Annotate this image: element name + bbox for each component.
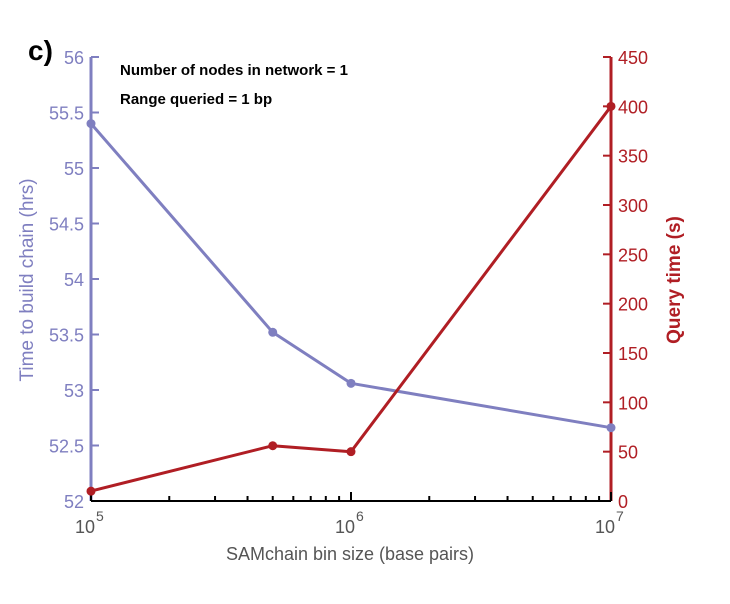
right-tick-label: 250 [618,245,648,265]
annotation-nodes: Number of nodes in network = 1 [120,62,348,79]
left-axis-label: Time to build chain (hrs) [17,178,38,381]
build-time-point [346,378,356,388]
build-time-point [606,423,616,433]
right-tick-label: 450 [618,48,648,68]
build-time-series-line [89,122,612,430]
left-tick-label: 54 [64,270,84,290]
build-time-point [268,327,278,337]
right-tick-label: 150 [618,344,648,364]
left-tick-label: 53.5 [49,326,84,346]
x-tick-base: 10 [75,517,95,537]
query-time-point [606,101,616,111]
left-tick-label: 53 [64,381,84,401]
right-tick-label: 100 [618,393,648,413]
right-tick-label: 350 [618,147,648,167]
right-tick-label: 0 [618,492,628,512]
left-tick-label: 54.5 [49,215,84,235]
left-tick-label: 55 [64,159,84,179]
x-tick-exp: 5 [96,508,104,524]
left-axis: 52 52.5 53 53.5 54 54.5 55 55.5 56 [49,48,99,512]
panel-label: c) [28,35,53,66]
query-time-series-line [90,105,613,493]
x-tick-exp: 6 [356,508,364,524]
left-tick-label: 56 [64,48,84,68]
query-time-point [86,486,96,496]
left-tick-label: 52 [64,492,84,512]
x-tick-base: 10 [335,517,355,537]
right-axis: 0 50 100 150 200 250 300 350 400 450 [603,48,648,512]
right-tick-label: 300 [618,196,648,216]
x-tick-base: 10 [595,517,615,537]
left-tick-label: 55.5 [49,104,84,124]
query-time-point [346,447,356,457]
left-tick-label: 52.5 [49,437,84,457]
build-time-point [86,119,96,129]
right-tick-label: 50 [618,443,638,463]
x-axis-label: SAMchain bin size (base pairs) [226,544,474,564]
right-tick-label: 400 [618,97,648,117]
right-axis-label: Query time (s) [664,216,685,344]
series-layer [86,101,616,496]
annotation-range: Range queried = 1 bp [120,91,272,108]
query-time-point [268,441,278,451]
x-tick-exp: 7 [616,508,624,524]
right-tick-label: 200 [618,295,648,315]
